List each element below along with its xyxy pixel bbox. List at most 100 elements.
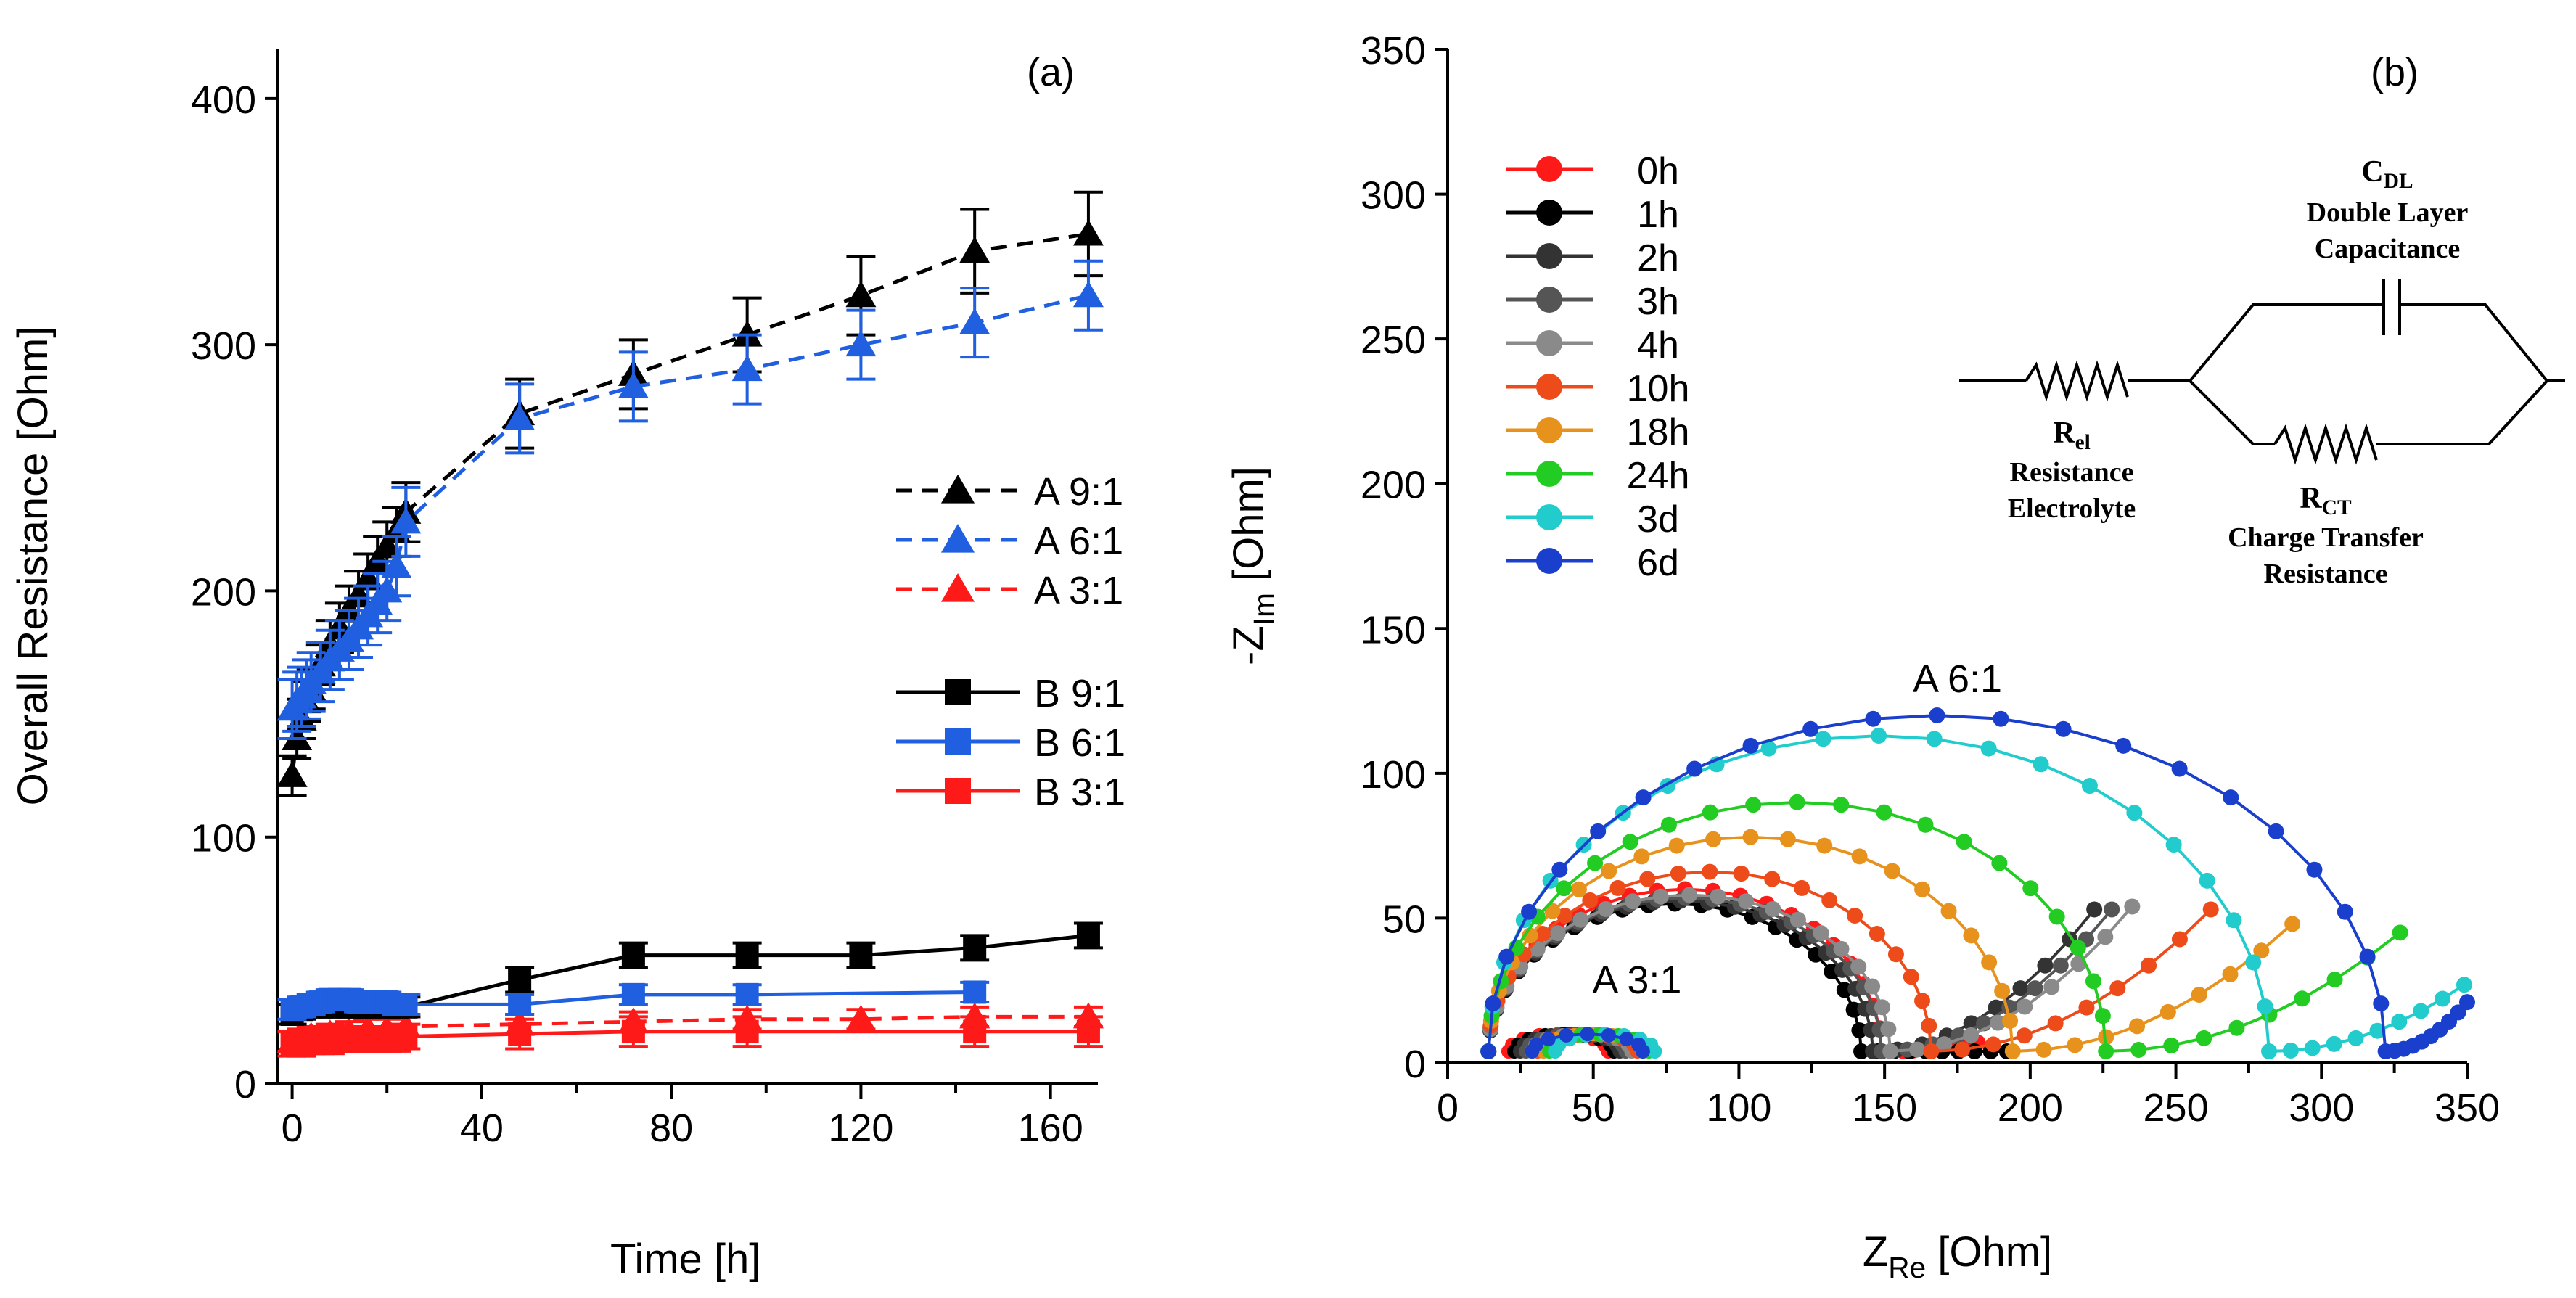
data-point xyxy=(1480,1043,1497,1060)
x-tick-label-b: 350 xyxy=(2435,1086,2500,1130)
data-point xyxy=(2245,954,2262,971)
data-point xyxy=(2078,999,2095,1016)
data-point xyxy=(1619,1032,1634,1047)
data-point xyxy=(1994,982,2011,999)
data-point xyxy=(1710,888,1726,905)
series-a-6-1 xyxy=(276,259,1104,740)
legend-label: A 6:1 xyxy=(1034,519,1123,563)
data-point xyxy=(1980,740,1997,757)
data-point xyxy=(2033,756,2049,773)
legend-label: 10h xyxy=(1627,368,1690,410)
y-tick-label-b: 0 xyxy=(1404,1043,1426,1086)
rct-label: Charge Transfer xyxy=(2228,522,2424,553)
legend-item: A 9:1 xyxy=(896,470,1123,514)
data-point xyxy=(2016,1027,2033,1044)
data-point xyxy=(1705,831,1722,847)
data-point xyxy=(1760,740,1777,757)
data-point xyxy=(394,993,418,1016)
y-tick-label-a: 100 xyxy=(191,817,256,860)
data-point xyxy=(1956,834,1972,850)
data-point xyxy=(2085,973,2101,990)
data-point xyxy=(2094,1008,2111,1024)
legend-marker xyxy=(1536,156,1562,182)
data-point xyxy=(1789,794,1805,810)
data-point xyxy=(2048,908,2065,925)
legend-marker xyxy=(1536,548,1562,574)
data-point xyxy=(1914,993,1931,1009)
data-point xyxy=(1985,1036,2002,1053)
legend-label: 24h xyxy=(1627,455,1690,497)
data-point xyxy=(1580,1027,1595,1042)
data-point xyxy=(1869,925,1885,942)
cdl-symbol: CDL xyxy=(2361,155,2413,193)
data-point xyxy=(2196,1030,2212,1046)
data-point xyxy=(1988,999,2004,1016)
data-point xyxy=(1742,829,1759,845)
data-point xyxy=(1981,954,1998,971)
rel-label: Resistance xyxy=(2010,457,2134,488)
legend-a: A 9:1 A 6:1 A 3:1 B 9:1 B 6:1 B 3:1 xyxy=(896,470,1125,814)
y-tick-label-b: 350 xyxy=(1361,29,1426,73)
annotation-a31: A 3:1 xyxy=(1592,958,1681,1002)
legend-label: 1h xyxy=(1637,194,1679,236)
data-point xyxy=(2306,861,2323,878)
y-axis-title-b: -ZIm [Ohm] xyxy=(1225,467,1281,665)
data-point xyxy=(1821,892,1838,908)
legend-item: B 9:1 xyxy=(896,672,1125,715)
data-point xyxy=(2129,1018,2146,1035)
x-tick-label-a: 120 xyxy=(828,1106,893,1150)
legend-label: A 3:1 xyxy=(1034,569,1123,612)
panel-b: 0 50 100 150 200 250 300 350 0 50 100 150 200 250 300 3… xyxy=(1225,29,2500,1284)
data-point xyxy=(1851,1022,1868,1039)
data-point xyxy=(1072,219,1104,246)
data-point xyxy=(2413,1003,2429,1019)
data-point xyxy=(621,943,645,967)
legend-label: 2h xyxy=(1637,237,1679,279)
data-point xyxy=(2222,966,2239,982)
y-tick-label-a: 300 xyxy=(191,324,256,368)
x-tick-label-b: 200 xyxy=(1998,1086,2063,1130)
data-point xyxy=(1923,1043,1940,1060)
legend-label: B 9:1 xyxy=(1034,672,1125,715)
wire xyxy=(2467,303,2549,445)
x-tick-label-b: 0 xyxy=(1437,1086,1459,1130)
data-point xyxy=(1802,720,1819,737)
data-point xyxy=(2097,929,2114,945)
legend-label: B 6:1 xyxy=(1034,721,1125,765)
data-point xyxy=(343,581,374,608)
data-point xyxy=(1529,1037,1544,1052)
legend-item: 0h xyxy=(1506,150,1679,192)
data-point xyxy=(2012,980,2029,997)
data-point xyxy=(849,943,873,967)
data-point xyxy=(1851,848,1868,865)
data-point xyxy=(1742,737,1759,754)
data-point xyxy=(2098,1043,2114,1060)
data-point xyxy=(2104,901,2120,918)
data-point xyxy=(508,968,532,992)
data-point xyxy=(1625,893,1641,910)
data-point xyxy=(735,943,759,967)
legend-item: 3d xyxy=(1506,498,1679,541)
x-tick-label-a: 0 xyxy=(282,1106,303,1150)
data-point xyxy=(2017,998,2033,1015)
data-point xyxy=(1681,887,1698,903)
data-point xyxy=(2392,924,2408,941)
data-point xyxy=(2326,972,2343,988)
data-point xyxy=(963,936,987,960)
data-point xyxy=(2171,760,2188,777)
data-point xyxy=(1765,900,1781,917)
x-tick-label-b: 50 xyxy=(1572,1086,1615,1130)
data-point xyxy=(1816,837,1833,854)
cap-gap xyxy=(2382,302,2402,308)
legend-item: A 3:1 xyxy=(896,569,1123,612)
legend-item: 1h xyxy=(1506,194,1679,236)
data-point xyxy=(1954,1041,1971,1058)
data-point xyxy=(1990,1014,2006,1031)
data-point xyxy=(1668,837,1685,854)
data-point xyxy=(845,330,877,357)
data-point xyxy=(1534,925,1551,942)
data-point xyxy=(1072,281,1104,308)
data-point xyxy=(1880,1021,1897,1038)
